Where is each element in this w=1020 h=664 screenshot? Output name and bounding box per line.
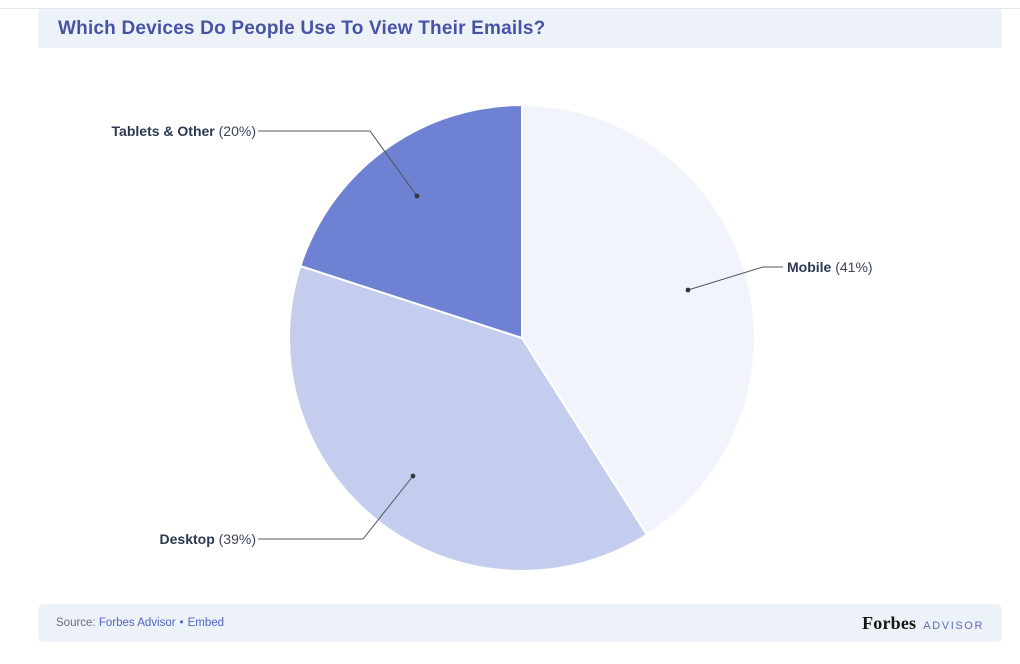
source-link-forbes-advisor[interactable]: Forbes Advisor: [98, 617, 176, 629]
pie-slice-mobile[interactable]: [521, 103, 756, 537]
chart-header: Which Devices Do People Use To View Thei…: [38, 9, 1002, 48]
leader-dot-tablets: [414, 193, 420, 199]
leader-line-desktop: [258, 475, 414, 540]
leader-dot-mobile: [685, 287, 691, 293]
forbes-wordmark: Forbes: [862, 612, 917, 633]
slice-label-mobile: Mobile (41%): [787, 258, 873, 276]
pie-slice-desktop[interactable]: [288, 264, 649, 572]
chart-footer: Source: Forbes Advisor • Embed Forbes ADVI…: [38, 604, 1002, 642]
leader-line-mobile: [687, 266, 783, 291]
source-prefix: Source:: [56, 617, 96, 629]
slice-label-desktop-name: Desktop: [159, 531, 215, 547]
slice-label-tablets-name: Tablets & Other: [111, 123, 215, 139]
slice-label-desktop-value: (39%): [218, 531, 256, 547]
top-divider: [0, 8, 1020, 9]
forbes-advisor-logo[interactable]: Forbes ADVISOR: [862, 613, 984, 634]
chart-title: Which Devices Do People Use To View Thei…: [58, 17, 546, 39]
source-line: Source: Forbes Advisor • Embed: [56, 617, 224, 629]
slice-label-mobile-name: Mobile: [787, 259, 832, 275]
leader-line-tablets: [258, 130, 418, 197]
source-separator: •: [179, 617, 184, 629]
slice-label-mobile-value: (41%): [835, 259, 873, 275]
advisor-wordmark: ADVISOR: [923, 619, 984, 632]
slice-label-tablets: Tablets & Other (20%): [112, 122, 256, 140]
pie-slice-tablets-other[interactable]: [299, 103, 523, 340]
slice-label-tablets-value: (20%): [218, 123, 256, 139]
pie-slices: [288, 103, 756, 572]
slice-label-desktop: Desktop (39%): [160, 530, 256, 548]
embed-link[interactable]: Embed: [187, 617, 225, 629]
leader-dot-desktop: [410, 473, 416, 479]
